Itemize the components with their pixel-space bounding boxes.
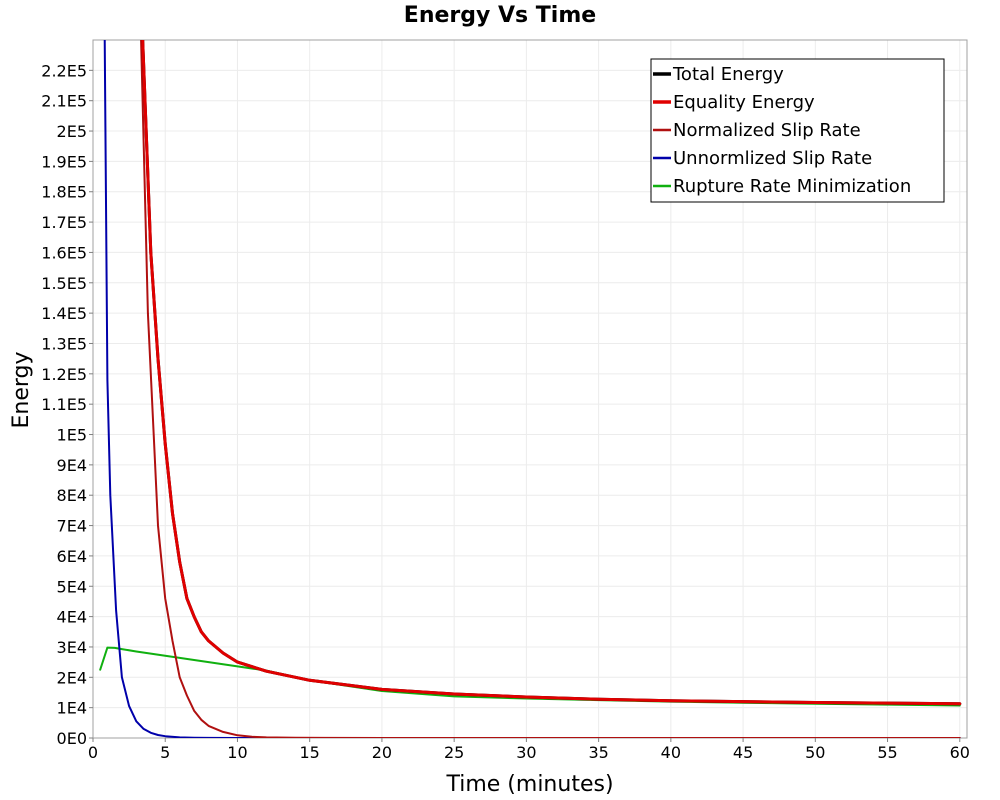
x-tick-label: 35 <box>588 743 608 762</box>
series-layer <box>99 40 962 738</box>
x-tick-label: 55 <box>877 743 897 762</box>
y-tick-label: 1.8E5 <box>41 183 87 202</box>
y-tick-label: 3E4 <box>57 638 87 657</box>
y-tick-label: 1E5 <box>57 426 87 445</box>
x-tick-label: 0 <box>88 743 98 762</box>
y-tick-label: 1E4 <box>57 699 87 718</box>
x-axis-label: Time (minutes) <box>445 772 613 797</box>
x-tick-label: 50 <box>805 743 825 762</box>
y-axis-ticks: 0E0 1E4 2E4 3E4 4E4 5E4 6E4 7E4 8E4 9E4 1E5 1.1E5 1.… <box>41 61 93 748</box>
x-tick-label: 10 <box>227 743 247 762</box>
y-tick-label: 1.3E5 <box>41 334 87 353</box>
y-tick-label: 7E4 <box>57 517 87 536</box>
y-tick-label: 2.2E5 <box>41 61 87 80</box>
y-tick-label: 1.1E5 <box>41 395 87 414</box>
y-tick-label: 1.6E5 <box>41 243 87 262</box>
legend-box <box>650 58 945 203</box>
y-tick-label: 2.1E5 <box>41 92 87 111</box>
chart-title: Energy Vs Time <box>404 3 596 28</box>
legend: Total Energy Equality Energy Normalized Sl… <box>650 58 945 203</box>
y-tick-label: 5E4 <box>57 577 87 596</box>
y-tick-label: 1.5E5 <box>41 274 87 293</box>
x-tick-label: 25 <box>444 743 464 762</box>
series-line-equality-energy <box>141 40 962 706</box>
x-tick-label: 15 <box>300 743 320 762</box>
x-tick-label: 30 <box>516 743 536 762</box>
y-axis-label: Energy <box>9 351 34 428</box>
legend-label: Rupture Rate Minimization <box>673 176 911 197</box>
y-tick-label: 1.2E5 <box>41 365 87 384</box>
y-tick-label: 8E4 <box>57 486 87 505</box>
x-tick-label: 20 <box>372 743 392 762</box>
legend-label: Normalized Slip Rate <box>673 120 861 141</box>
y-tick-label: 4E4 <box>57 608 87 627</box>
x-tick-label: 5 <box>160 743 170 762</box>
y-tick-label: 6E4 <box>57 547 87 566</box>
y-tick-label: 1.4E5 <box>41 304 87 323</box>
series-line-normalized-slip-rate <box>140 40 961 738</box>
legend-label: Equality Energy <box>673 92 815 113</box>
x-tick-label: 45 <box>733 743 753 762</box>
x-axis-ticks: 0 5 10 15 20 25 30 35 40 45 50 55 60 <box>88 738 970 762</box>
x-tick-label: 40 <box>661 743 681 762</box>
legend-label: Total Energy <box>672 64 784 85</box>
y-tick-label: 1.7E5 <box>41 213 87 232</box>
y-tick-label: 0E0 <box>57 729 87 748</box>
y-tick-label: 2E5 <box>57 122 87 141</box>
legend-label: Unnormlized Slip Rate <box>673 148 872 169</box>
y-tick-label: 9E4 <box>57 456 87 475</box>
y-tick-label: 1.9E5 <box>41 152 87 171</box>
y-tick-label: 2E4 <box>57 668 87 687</box>
x-tick-label: 60 <box>950 743 970 762</box>
series-line-unnormlized-slip-rate <box>103 40 961 738</box>
